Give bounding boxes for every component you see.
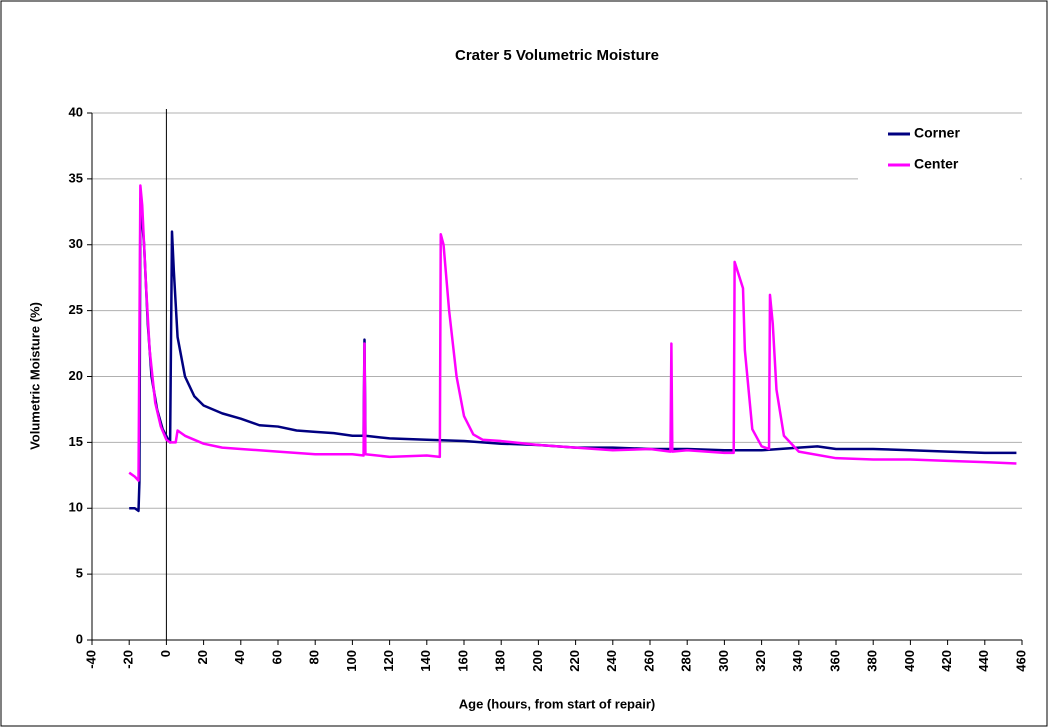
x-tick-label: 80 bbox=[307, 650, 322, 664]
x-tick-label: 340 bbox=[790, 650, 805, 672]
x-tick-label: 460 bbox=[1013, 650, 1028, 672]
y-tick-label: 15 bbox=[69, 434, 83, 449]
x-tick-label: 240 bbox=[604, 650, 619, 672]
y-axis-label: Volumetric Moisture (%) bbox=[27, 302, 42, 450]
y-tick-label: 35 bbox=[69, 170, 83, 185]
x-tick-label: 220 bbox=[567, 650, 582, 672]
y-tick-label: 5 bbox=[76, 566, 83, 581]
x-tick-label: 180 bbox=[493, 650, 508, 672]
x-tick-label: 320 bbox=[753, 650, 768, 672]
x-tick-label: 120 bbox=[381, 650, 396, 672]
x-tick-label: 380 bbox=[865, 650, 880, 672]
x-tick-label: 20 bbox=[195, 650, 210, 664]
x-tick-label: 260 bbox=[641, 650, 656, 672]
x-tick-label: -40 bbox=[83, 650, 98, 669]
legend-label: Corner bbox=[914, 125, 960, 141]
x-tick-label: 140 bbox=[418, 650, 433, 672]
x-tick-label: 0 bbox=[158, 650, 173, 657]
x-tick-label: 400 bbox=[902, 650, 917, 672]
x-tick-label: 420 bbox=[939, 650, 954, 672]
x-tick-label: 360 bbox=[827, 650, 842, 672]
x-tick-label: 160 bbox=[455, 650, 470, 672]
legend-label: Center bbox=[914, 156, 959, 172]
x-tick-label: 100 bbox=[344, 650, 359, 672]
y-tick-label: 0 bbox=[76, 631, 83, 646]
x-tick-label: 40 bbox=[232, 650, 247, 664]
x-tick-label: 440 bbox=[976, 650, 991, 672]
x-tick-label: -20 bbox=[121, 650, 136, 669]
y-tick-label: 25 bbox=[69, 302, 83, 317]
y-tick-label: 10 bbox=[69, 500, 83, 515]
y-tick-label: 20 bbox=[69, 368, 83, 383]
y-tick-label: 40 bbox=[69, 104, 83, 119]
chart-title: Crater 5 Volumetric Moisture bbox=[455, 47, 659, 64]
legend-box bbox=[858, 120, 1020, 182]
x-tick-label: 200 bbox=[530, 650, 545, 672]
y-tick-label: 30 bbox=[69, 236, 83, 251]
x-axis-label: Age (hours, from start of repair) bbox=[459, 696, 655, 711]
x-tick-label: 280 bbox=[679, 650, 694, 672]
line-series bbox=[128, 184, 1017, 482]
x-tick-label: 300 bbox=[716, 650, 731, 672]
x-tick-label: 60 bbox=[269, 650, 284, 664]
